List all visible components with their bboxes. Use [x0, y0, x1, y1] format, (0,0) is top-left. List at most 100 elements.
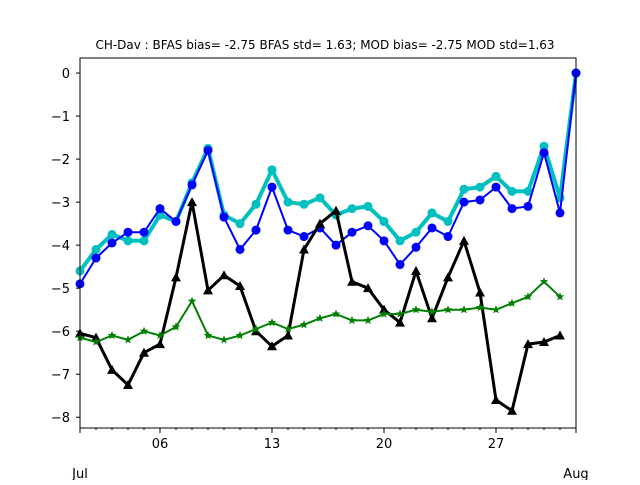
data-point: [363, 221, 373, 231]
data-point: [107, 238, 117, 248]
series-0: [75, 68, 581, 276]
y-tick-label: −4: [51, 239, 70, 254]
data-point: [395, 309, 405, 318]
data-point: [459, 305, 469, 314]
data-point: [475, 195, 485, 205]
data-point: [123, 236, 133, 246]
data-point: [315, 313, 325, 322]
data-point: [411, 227, 421, 237]
y-tick-label: 0: [62, 67, 70, 82]
data-point: [379, 309, 389, 318]
data-point: [427, 307, 437, 316]
data-point: [155, 204, 165, 214]
data-point: [171, 322, 181, 331]
data-point: [107, 364, 117, 374]
data-point: [427, 208, 437, 218]
data-point: [459, 235, 469, 245]
data-point: [539, 141, 549, 151]
data-point: [491, 171, 501, 181]
data-point: [91, 332, 101, 342]
data-point: [379, 216, 389, 226]
data-point: [139, 236, 149, 246]
data-point: [315, 193, 325, 203]
data-point: [395, 317, 405, 327]
y-tick-label: −3: [51, 196, 70, 211]
data-point: [267, 341, 277, 351]
chart-title: CH-Dav : BFAS bias= -2.75 BFAS std= 1.63…: [95, 38, 554, 52]
data-point: [427, 313, 437, 323]
data-point: [91, 253, 101, 263]
data-point: [475, 303, 485, 312]
data-point: [347, 315, 357, 325]
series-3: [75, 277, 565, 346]
data-point: [555, 330, 565, 340]
data-point: [459, 184, 469, 194]
data-point: [219, 270, 229, 280]
data-point: [155, 339, 165, 349]
data-point: [299, 244, 309, 254]
data-point: [251, 324, 261, 333]
data-point: [299, 199, 309, 209]
data-point: [219, 335, 229, 344]
data-point: [411, 242, 421, 252]
data-point: [347, 276, 357, 286]
data-point: [123, 379, 133, 389]
data-point: [411, 265, 421, 275]
data-point: [507, 298, 517, 307]
data-point: [395, 236, 405, 246]
data-point: [363, 283, 373, 293]
data-point: [443, 305, 453, 314]
data-point: [267, 182, 277, 192]
data-point: [235, 331, 245, 340]
axes-layer: 0 −1 −2 −3 −4 −5 −6 −7 −8 06 13 20 27 Jul Aug: [51, 67, 589, 482]
x-month-label: Aug: [563, 467, 588, 480]
data-point: [539, 148, 549, 158]
data-point: [379, 304, 389, 314]
y-tick-label: −1: [51, 110, 70, 125]
data-point: [491, 305, 501, 314]
y-tick-label: −2: [51, 153, 70, 168]
data-point: [491, 395, 501, 405]
data-point: [315, 218, 325, 228]
data-point: [187, 197, 197, 207]
data-point: [299, 232, 309, 242]
data-point: [539, 336, 549, 346]
data-point: [123, 227, 133, 237]
data-point: [203, 331, 213, 340]
series-line: [79, 72, 577, 285]
data-point: [203, 146, 213, 155]
data-point: [139, 347, 149, 357]
data-point: [107, 229, 117, 239]
data-point: [171, 216, 181, 226]
data-point: [395, 260, 405, 270]
data-point: [507, 405, 517, 415]
data-point: [555, 208, 565, 218]
data-point: [491, 182, 501, 192]
data-point: [123, 335, 133, 344]
plot-frame: [79, 57, 577, 429]
data-point: [283, 324, 293, 333]
data-point: [363, 201, 373, 211]
data-point: [523, 186, 533, 196]
data-point: [331, 205, 341, 215]
data-point: [235, 281, 245, 291]
data-point: [171, 272, 181, 282]
data-point: [267, 165, 277, 175]
data-point: [283, 330, 293, 340]
data-point: [379, 236, 389, 246]
data-point: [443, 216, 453, 226]
data-point: [267, 318, 277, 327]
data-point: [251, 199, 261, 209]
series-layer: [75, 68, 581, 415]
data-point: [203, 285, 213, 295]
data-point: [507, 204, 517, 214]
data-point: [187, 296, 197, 305]
data-point: [443, 272, 453, 282]
data-point: [459, 197, 469, 207]
data-point: [523, 292, 533, 301]
data-point: [427, 223, 437, 233]
data-point: [219, 212, 229, 222]
x-tick-label: 20: [376, 437, 393, 452]
